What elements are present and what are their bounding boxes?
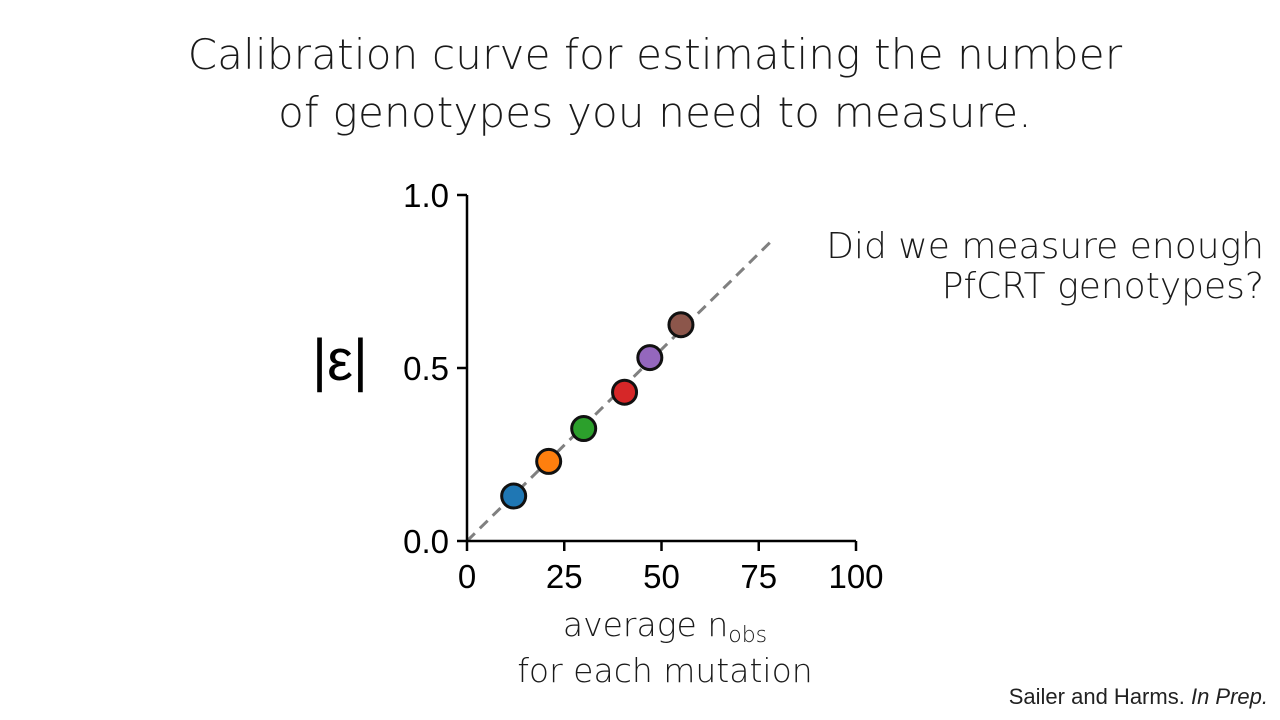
title-line-1: Calibration curve for estimating the num… — [187, 30, 1123, 79]
x-axis-label-subscript: obs — [728, 623, 768, 648]
x-axis-label-line-2: for each mutation — [517, 651, 813, 690]
y-tick-label: 1.0 — [403, 177, 449, 214]
data-point — [500, 482, 528, 510]
x-axis-label: average nobs for each mutation — [500, 602, 830, 694]
question-line-2: PfCRT genotypes? — [941, 266, 1264, 307]
title-line-2: of genotypes you need to measure. — [278, 88, 1032, 137]
x-tick-label: 75 — [740, 558, 777, 595]
question-text: Did we measure enough PfCRT genotypes? — [826, 227, 1264, 307]
data-point — [667, 311, 695, 339]
x-tick-label: 100 — [828, 558, 883, 595]
citation-status: In Prep. — [1190, 684, 1268, 709]
x-tick-label: 25 — [546, 558, 583, 595]
x-tick-label: 0 — [458, 558, 476, 595]
y-tick-label: 0.5 — [403, 350, 449, 387]
x-axis-label-main: average n — [562, 605, 729, 644]
question-line-1: Did we measure enough — [826, 226, 1264, 267]
x-axis-label-line-1: average nobs — [500, 602, 830, 648]
x-tick-label: 50 — [643, 558, 680, 595]
citation: Sailer and Harms. In Prep. — [1009, 684, 1268, 710]
y-tick-label: 0.0 — [403, 523, 449, 560]
data-point — [570, 415, 598, 443]
citation-authors: Sailer and Harms. — [1008, 684, 1185, 709]
y-axis-label: |ε| — [312, 328, 368, 393]
data-point — [535, 447, 563, 475]
data-point — [611, 378, 639, 406]
chart-title: Calibration curve for estimating the num… — [0, 26, 1280, 142]
data-point — [636, 344, 664, 372]
